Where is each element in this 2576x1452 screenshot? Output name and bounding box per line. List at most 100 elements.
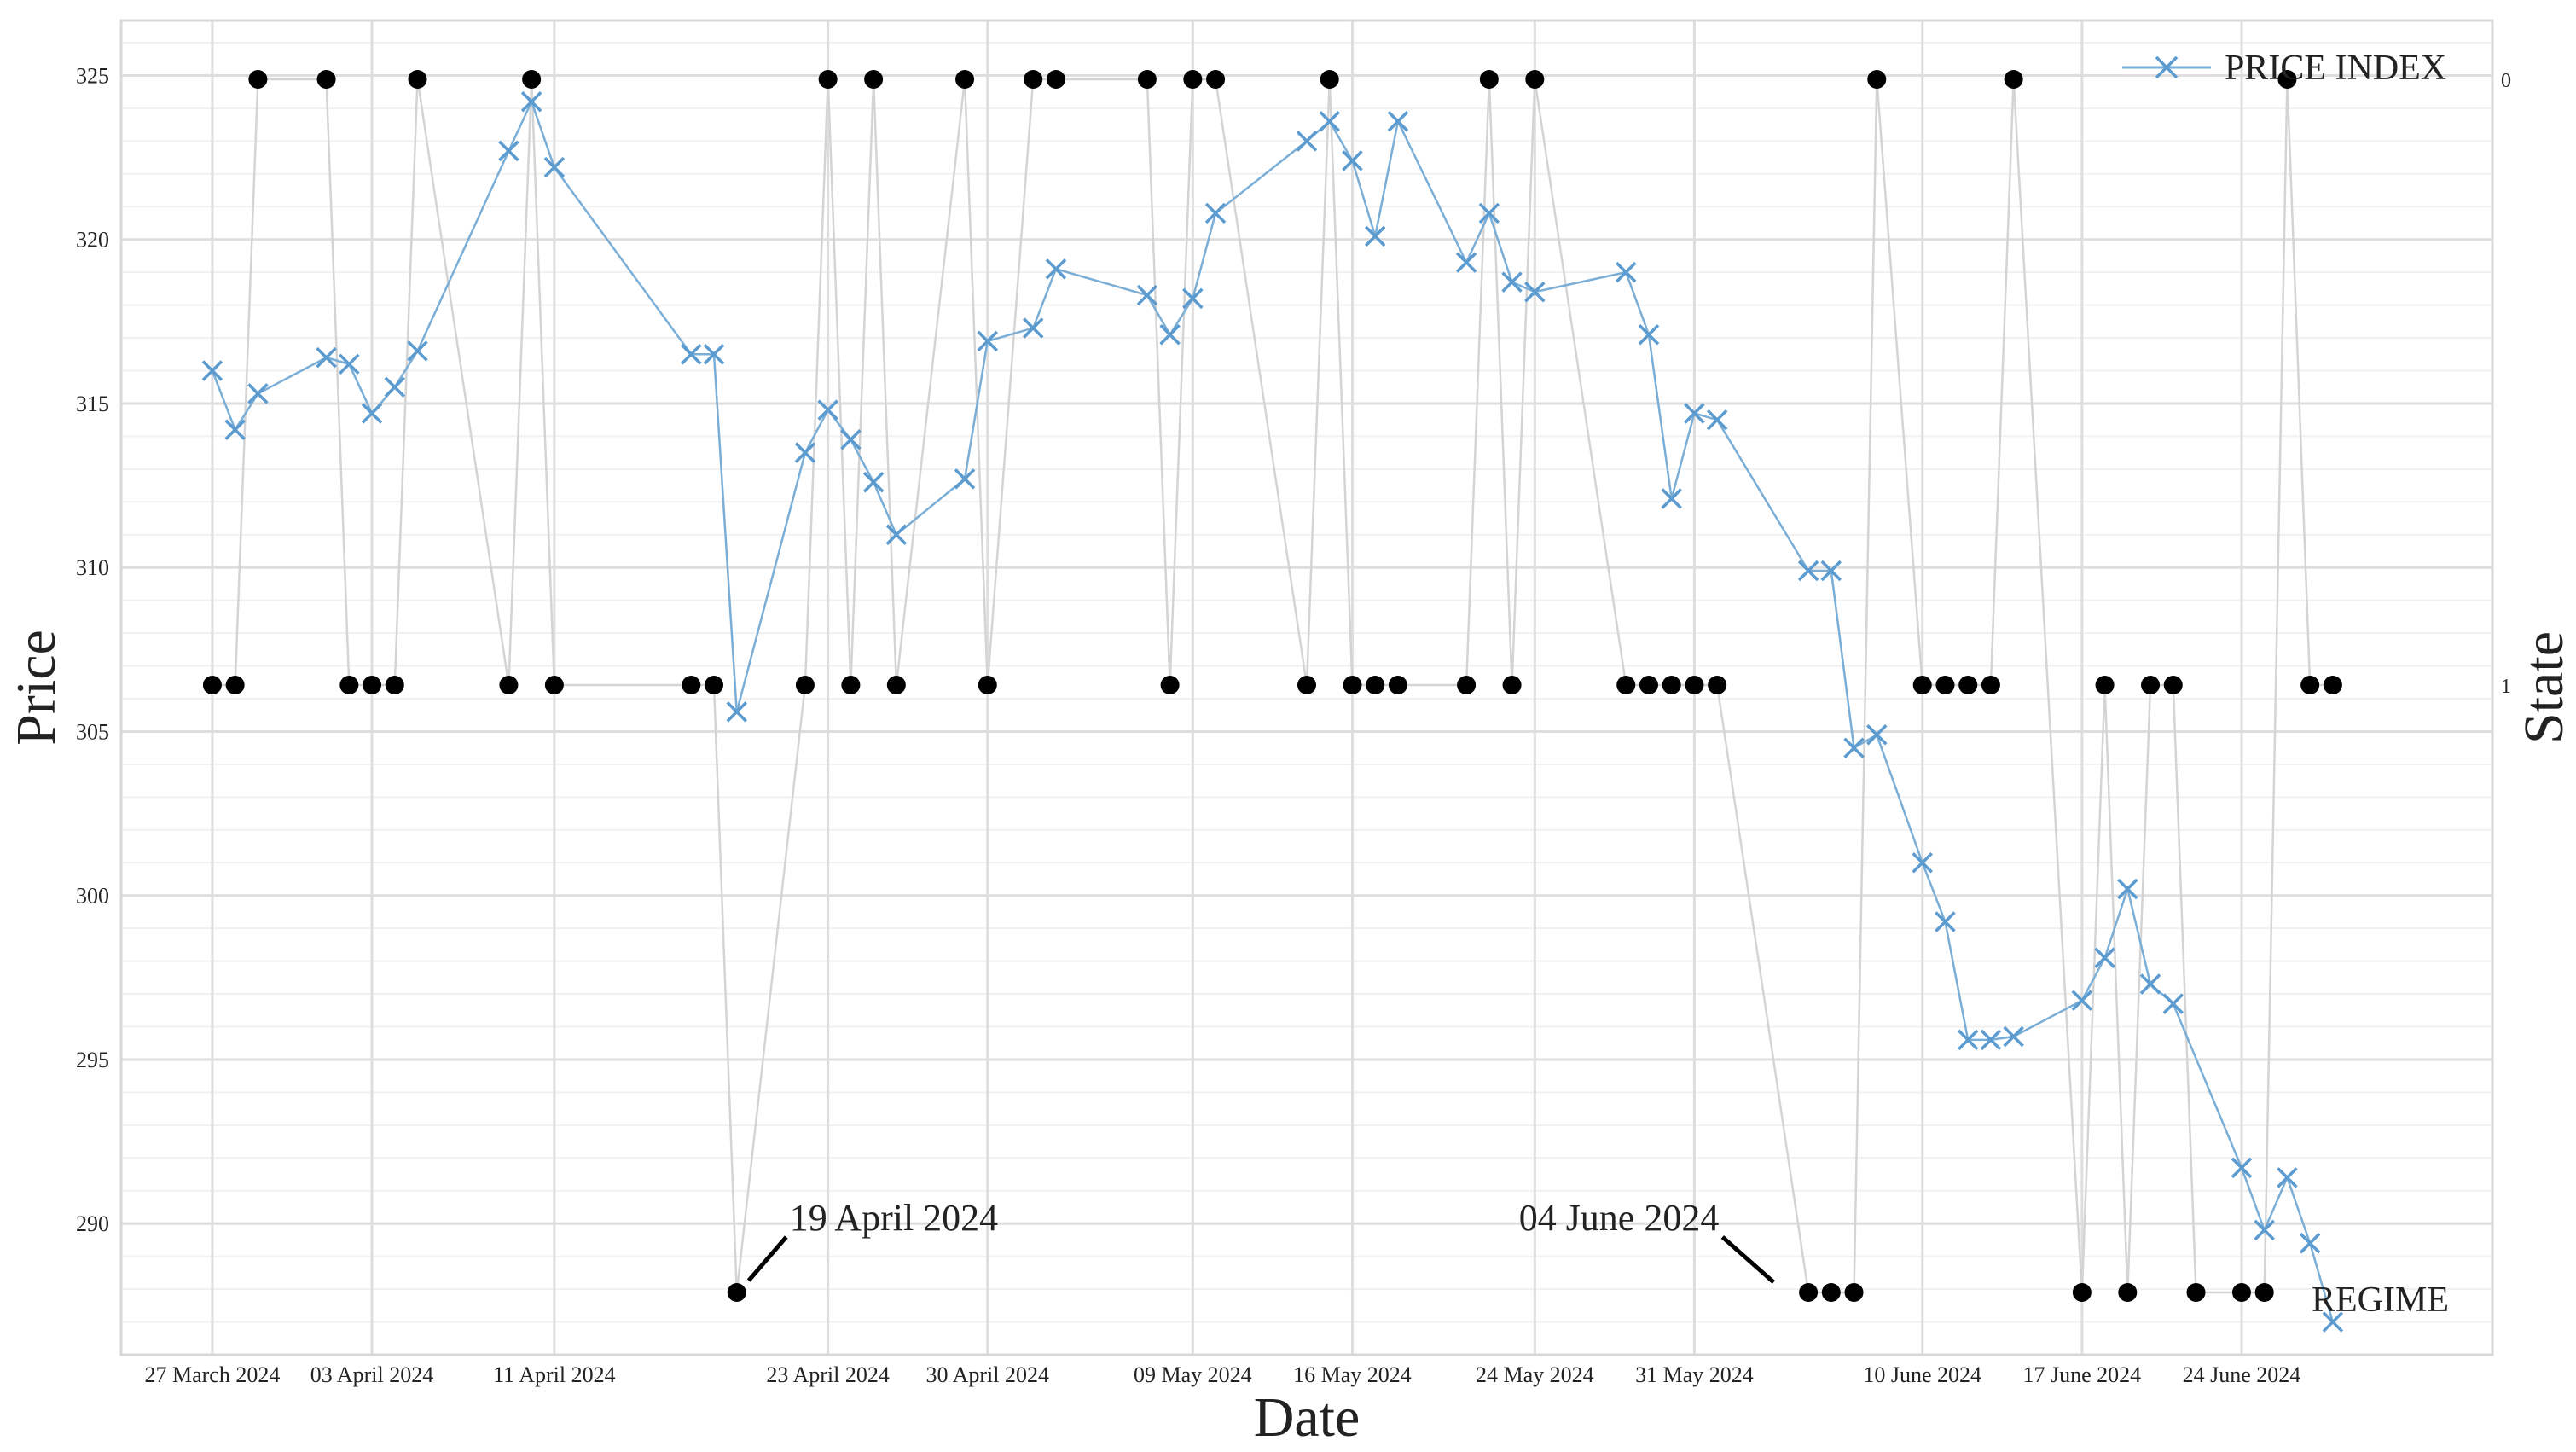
regime-point [1867,70,1887,89]
regime-point [408,70,427,89]
price-point [247,383,269,404]
y-tick-label: 320 [76,228,109,253]
y-tick-label: 325 [76,63,109,88]
annotation-label: 19 April 2024 [790,1197,998,1239]
y-tick-label: 305 [76,719,109,744]
price-point [840,429,862,450]
price-point [2231,1157,2253,1179]
regime-point [1616,676,1636,694]
price-point [1615,261,1637,283]
regime-point [2141,676,2161,694]
regime-point [1160,676,1180,694]
annotation-arrow [1720,1235,1776,1284]
annotation-arrow [746,1235,788,1282]
price-point [1797,560,1819,582]
y-tick-label: 290 [76,1211,109,1236]
regime-point [202,676,222,694]
price-point [2094,947,2115,968]
regime-point [2300,676,2320,694]
regime-point [1479,70,1499,89]
x-tick-label: 30 April 2024 [926,1362,1049,1387]
price-point [862,471,885,493]
regime-point [955,70,975,89]
regime-point [1206,70,1226,89]
regime-point [2323,676,2342,694]
price-point [1957,1029,1979,1051]
price-point [726,701,747,723]
price-point [703,344,725,365]
price-point [1912,852,1933,874]
price-point [224,419,246,440]
regime-point [2231,1283,2251,1302]
regime-point [2095,676,2115,694]
regime-point [2004,70,2023,89]
regime-point [225,676,245,694]
price-point [1661,488,1682,509]
regime-point [1981,676,2000,694]
regime-point [363,676,382,694]
price-point [1455,252,1477,273]
price-point [361,403,383,424]
y-tick-label: 300 [76,884,109,909]
legend-regime-label: REGIME [2312,1281,2449,1320]
price-point [681,344,702,365]
x-tick-label: 31 May 2024 [1635,1362,1754,1387]
price-point [1022,317,1044,339]
price-point [1935,911,1956,932]
y2-tick-label: 0 [2501,70,2511,92]
x-tick-label: 24 June 2024 [2183,1362,2301,1387]
price-point [316,346,337,369]
legend-price-label: PRICE INDEX [2225,49,2446,88]
price-point [384,376,406,398]
regime-point [886,676,906,694]
price-point [1866,724,1888,746]
regime-point [1297,676,1316,694]
x-tick-label: 27 March 2024 [144,1362,280,1387]
regime-point [1343,676,1362,694]
price-point [2139,973,2161,995]
axes: 290 295 300 305 310 315 320 325 27 March 2024 03 … [76,63,2511,1387]
price-point [1296,131,1318,152]
price-point [1319,111,1340,132]
price-point [2003,1025,2024,1048]
x-tick-label: 17 June 2024 [2023,1362,2142,1387]
regime-point [1821,1283,1841,1302]
price-point [1182,287,1204,310]
x-tick-label: 03 April 2024 [310,1362,433,1387]
grid [121,20,2492,1356]
regime-point [1958,676,1978,694]
price-point [1136,284,1158,306]
price-point [1501,271,1523,293]
regime-point [499,676,519,694]
regime-point [1457,676,1477,694]
price-point [1478,202,1500,224]
regime-point [2277,70,2297,89]
x-tick-label: 23 April 2024 [766,1362,889,1387]
legend: PRICE INDEX [2122,49,2446,88]
price-point [407,340,428,362]
price-point [1706,409,1728,431]
regime-series [202,70,2342,1302]
regime-point [1137,70,1157,89]
legend-price-marker [2155,55,2179,79]
annotations: 19 April 2024 04 June 2024 [746,1197,1776,1284]
x-tick-label: 09 May 2024 [1134,1362,1252,1387]
annotation-label: 04 June 2024 [1519,1197,1720,1239]
price-index-series [201,90,2344,1333]
regime-point [544,676,564,694]
regime-point [978,676,997,694]
price-point [1638,323,1660,346]
price-point [1820,560,1842,582]
regime-point [2163,676,2183,694]
plot-frame [119,19,2494,1356]
regime-point [1639,676,1658,694]
regime-point [1366,676,1385,694]
y-tick-label: 310 [76,555,109,580]
regime-point [2072,1283,2092,1302]
regime-point [1708,676,1727,694]
regime-point [727,1283,746,1302]
regime-point [841,676,861,694]
price-point [1045,258,1067,280]
price-point [954,468,976,490]
regime-point [1046,70,1065,89]
